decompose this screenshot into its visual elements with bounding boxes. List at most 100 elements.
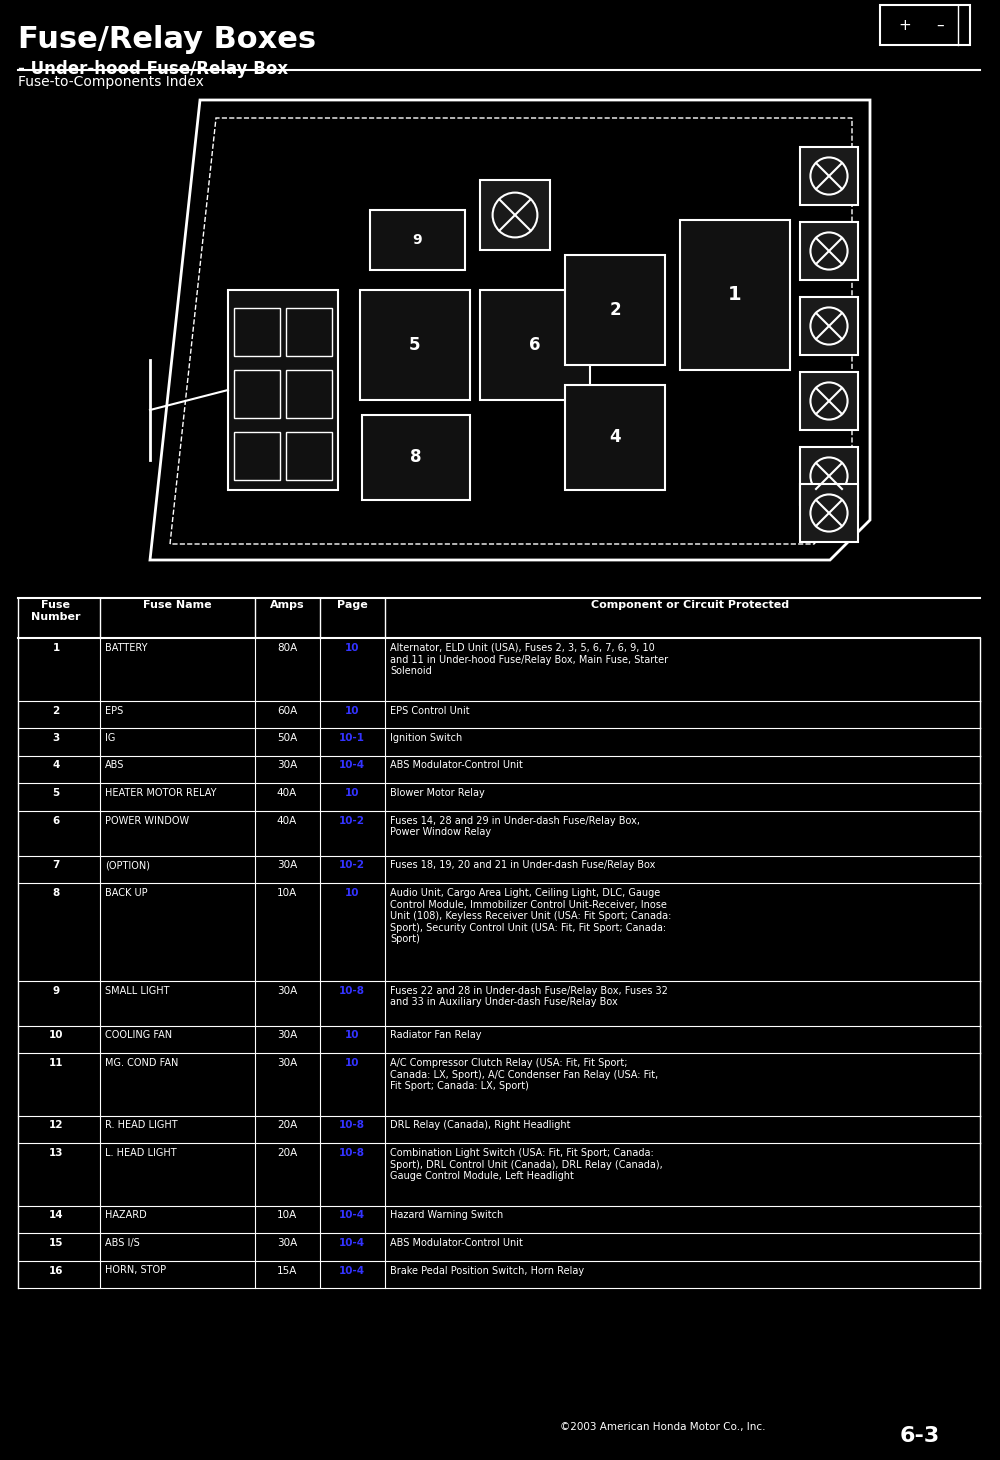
Bar <box>800 485 858 542</box>
Bar <box>565 255 665 365</box>
Bar <box>362 415 470 499</box>
Text: 15A: 15A <box>277 1266 297 1276</box>
Text: 10-4: 10-4 <box>339 761 365 771</box>
Text: 10: 10 <box>345 642 359 653</box>
Text: HEATER MOTOR RELAY: HEATER MOTOR RELAY <box>105 788 216 799</box>
Bar <box>480 291 590 400</box>
Text: ©2003 American Honda Motor Co., Inc.: ©2003 American Honda Motor Co., Inc. <box>560 1422 766 1432</box>
Text: 20A: 20A <box>277 1120 297 1130</box>
Text: 9: 9 <box>413 234 422 247</box>
Text: 4: 4 <box>609 428 621 447</box>
Text: 30A: 30A <box>277 1031 297 1041</box>
Text: 14: 14 <box>49 1210 63 1221</box>
Text: 10: 10 <box>345 1031 359 1041</box>
Text: 15: 15 <box>49 1238 63 1248</box>
Text: Combination Light Switch (USA: Fit, Fit Sport; Canada:
Sport), DRL Control Unit : Combination Light Switch (USA: Fit, Fit … <box>390 1148 663 1181</box>
Text: 30A: 30A <box>277 1058 297 1069</box>
Text: Brake Pedal Position Switch, Horn Relay: Brake Pedal Position Switch, Horn Relay <box>390 1266 584 1276</box>
Text: 10A: 10A <box>277 888 297 898</box>
Text: ABS: ABS <box>105 761 124 771</box>
Text: Fuses 14, 28 and 29 in Under-dash Fuse/Relay Box,
Power Window Relay: Fuses 14, 28 and 29 in Under-dash Fuse/R… <box>390 816 640 837</box>
Text: 10: 10 <box>345 888 359 898</box>
Text: Amps: Amps <box>270 600 304 610</box>
Bar <box>880 4 970 45</box>
Bar <box>234 308 280 356</box>
Text: 8: 8 <box>410 448 422 467</box>
Bar <box>234 369 280 418</box>
Text: 30A: 30A <box>277 986 297 996</box>
Text: BATTERY: BATTERY <box>105 642 148 653</box>
Text: 16: 16 <box>49 1266 63 1276</box>
Bar <box>228 291 338 491</box>
Text: 10-4: 10-4 <box>339 1238 365 1248</box>
Bar <box>480 180 550 250</box>
Text: 30A: 30A <box>277 761 297 771</box>
Text: 10: 10 <box>345 788 359 799</box>
Text: Page: Page <box>337 600 367 610</box>
Bar <box>370 210 465 270</box>
Text: 30A: 30A <box>277 860 297 870</box>
Text: ABS Modulator-Control Unit: ABS Modulator-Control Unit <box>390 1238 523 1248</box>
Text: 30A: 30A <box>277 1238 297 1248</box>
Text: 10-4: 10-4 <box>339 1266 365 1276</box>
Text: Fuse-to-Components Index: Fuse-to-Components Index <box>18 74 204 89</box>
Text: 10-2: 10-2 <box>339 860 365 870</box>
Text: 8: 8 <box>52 888 60 898</box>
Text: (OPTION): (OPTION) <box>105 860 150 870</box>
Text: - Under-hood Fuse/Relay Box: - Under-hood Fuse/Relay Box <box>18 60 288 77</box>
Text: Fuses 18, 19, 20 and 21 in Under-dash Fuse/Relay Box: Fuses 18, 19, 20 and 21 in Under-dash Fu… <box>390 860 655 870</box>
Text: Hazard Warning Switch: Hazard Warning Switch <box>390 1210 503 1221</box>
Text: MG. COND FAN: MG. COND FAN <box>105 1058 178 1069</box>
Text: –: – <box>936 18 944 32</box>
Text: DRL Relay (Canada), Right Headlight: DRL Relay (Canada), Right Headlight <box>390 1120 570 1130</box>
Text: 10-8: 10-8 <box>339 1120 365 1130</box>
Text: HORN, STOP: HORN, STOP <box>105 1266 166 1276</box>
Bar <box>565 385 665 491</box>
Text: Alternator, ELD Unit (USA), Fuses 2, 3, 5, 6, 7, 6, 9, 10
and 11 in Under-hood F: Alternator, ELD Unit (USA), Fuses 2, 3, … <box>390 642 668 676</box>
Bar <box>286 369 332 418</box>
Text: 10: 10 <box>49 1031 63 1041</box>
Text: 9: 9 <box>52 986 60 996</box>
Text: SMALL LIGHT: SMALL LIGHT <box>105 986 170 996</box>
Text: Component or Circuit Protected: Component or Circuit Protected <box>591 600 789 610</box>
Text: 10-8: 10-8 <box>339 1148 365 1158</box>
Text: Ignition Switch: Ignition Switch <box>390 733 462 743</box>
Text: 11: 11 <box>49 1058 63 1069</box>
Text: POWER WINDOW: POWER WINDOW <box>105 816 189 825</box>
Text: Fuse
Number: Fuse Number <box>31 600 81 622</box>
Bar <box>360 291 470 400</box>
Text: Fuses 22 and 28 in Under-dash Fuse/Relay Box, Fuses 32
and 33 in Auxiliary Under: Fuses 22 and 28 in Under-dash Fuse/Relay… <box>390 986 668 1007</box>
Text: Fuse Name: Fuse Name <box>143 600 211 610</box>
Text: Fuse/Relay Boxes: Fuse/Relay Boxes <box>18 25 316 54</box>
Text: 10: 10 <box>345 1058 359 1069</box>
Text: Blower Motor Relay: Blower Motor Relay <box>390 788 485 799</box>
Bar <box>286 308 332 356</box>
Text: 2: 2 <box>609 301 621 318</box>
Text: A/C Compressor Clutch Relay (USA: Fit, Fit Sport;
Canada: LX, Sport), A/C Conden: A/C Compressor Clutch Relay (USA: Fit, F… <box>390 1058 658 1091</box>
Text: 10-8: 10-8 <box>339 986 365 996</box>
Text: IG: IG <box>105 733 115 743</box>
Text: ABS Modulator-Control Unit: ABS Modulator-Control Unit <box>390 761 523 771</box>
Bar <box>234 432 280 480</box>
Text: EPS: EPS <box>105 705 123 715</box>
Text: 12: 12 <box>49 1120 63 1130</box>
Text: 1: 1 <box>52 642 60 653</box>
Text: 10: 10 <box>345 705 359 715</box>
Text: 20A: 20A <box>277 1148 297 1158</box>
Text: EPS Control Unit: EPS Control Unit <box>390 705 470 715</box>
Text: BACK UP: BACK UP <box>105 888 148 898</box>
Text: L. HEAD LIGHT: L. HEAD LIGHT <box>105 1148 177 1158</box>
Text: R. HEAD LIGHT: R. HEAD LIGHT <box>105 1120 178 1130</box>
Text: 80A: 80A <box>277 642 297 653</box>
Text: 5: 5 <box>409 336 421 353</box>
Text: 6: 6 <box>529 336 541 353</box>
Bar <box>800 147 858 204</box>
Text: 40A: 40A <box>277 788 297 799</box>
Bar <box>800 296 858 355</box>
Bar <box>800 222 858 280</box>
Text: 13: 13 <box>49 1148 63 1158</box>
Text: 1: 1 <box>728 286 742 305</box>
Text: 40A: 40A <box>277 816 297 825</box>
Text: 3: 3 <box>52 733 60 743</box>
Text: Audio Unit, Cargo Area Light, Ceiling Light, DLC, Gauge
Control Module, Immobili: Audio Unit, Cargo Area Light, Ceiling Li… <box>390 888 671 945</box>
